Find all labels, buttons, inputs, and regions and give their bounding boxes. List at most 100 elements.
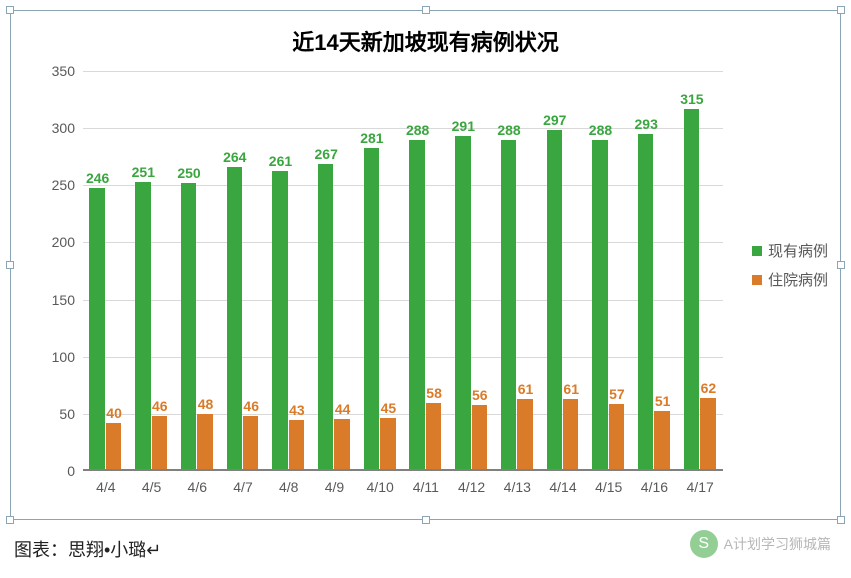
plot-area: 0501001502002503003504/4246404/5251464/6… <box>83 71 723 471</box>
y-tick-label: 200 <box>15 234 75 250</box>
bar-value-label: 251 <box>123 164 163 180</box>
chart-caption: 图表：思翔•小璐↵ <box>14 536 161 562</box>
bar-value-label: 315 <box>672 91 712 107</box>
bar <box>684 109 699 469</box>
bar <box>135 182 150 469</box>
bar <box>592 140 607 469</box>
bar <box>106 423 121 469</box>
legend-swatch <box>752 275 762 285</box>
legend-item: 住院病例 <box>752 269 828 290</box>
bar-value-label: 297 <box>535 112 575 128</box>
gridline <box>83 185 723 186</box>
y-tick-label: 150 <box>15 292 75 308</box>
bar <box>318 164 333 469</box>
x-tick-label: 4/10 <box>357 479 403 495</box>
gridline <box>83 71 723 72</box>
x-tick-label: 4/4 <box>83 479 129 495</box>
resize-handle[interactable] <box>837 516 845 524</box>
resize-handle[interactable] <box>837 6 845 14</box>
bar <box>501 140 516 469</box>
resize-handle[interactable] <box>6 261 14 269</box>
bar <box>563 399 578 469</box>
resize-handle[interactable] <box>6 6 14 14</box>
bar-value-label: 46 <box>140 398 180 414</box>
bar-value-label: 45 <box>368 400 408 416</box>
x-tick-label: 4/13 <box>494 479 540 495</box>
resize-handle[interactable] <box>837 261 845 269</box>
bar-value-label: 288 <box>580 122 620 138</box>
bar-value-label: 246 <box>78 170 118 186</box>
x-tick-label: 4/17 <box>677 479 723 495</box>
bar <box>409 140 424 469</box>
bar <box>380 418 395 469</box>
bar-value-label: 288 <box>489 122 529 138</box>
bar-value-label: 44 <box>323 401 363 417</box>
y-tick-label: 0 <box>15 463 75 479</box>
bar <box>609 404 624 469</box>
bar-value-label: 48 <box>186 396 226 412</box>
bar-value-label: 264 <box>215 149 255 165</box>
x-tick-label: 4/8 <box>266 479 312 495</box>
bar <box>243 416 258 469</box>
watermark-text: A计划学习狮城篇 <box>724 534 831 554</box>
chart-frame: 近14天新加坡现有病例状况 0 50 100 150 200 250 300 350 4/4 24… <box>10 10 841 520</box>
chart-title: 近14天新加坡现有病例状况 <box>11 25 840 57</box>
bar-value-label: 61 <box>506 381 546 397</box>
bar <box>89 188 104 469</box>
resize-handle[interactable] <box>422 6 430 14</box>
bar-value-label: 61 <box>551 381 591 397</box>
bar-value-label: 62 <box>688 380 728 396</box>
resize-handle[interactable] <box>6 516 14 524</box>
bar <box>289 420 304 469</box>
bar-value-label: 250 <box>169 165 209 181</box>
bar <box>152 416 167 469</box>
y-tick-label: 100 <box>15 349 75 365</box>
gridline <box>83 357 723 358</box>
bar <box>272 171 287 469</box>
legend-swatch <box>752 246 762 256</box>
y-tick-label: 300 <box>15 120 75 136</box>
x-tick-label: 4/6 <box>174 479 220 495</box>
legend-label: 现有病例 <box>768 240 828 261</box>
bar <box>638 134 653 469</box>
legend-item: 现有病例 <box>752 240 828 261</box>
bar <box>181 183 196 469</box>
y-tick-label: 50 <box>15 406 75 422</box>
x-tick-label: 4/16 <box>631 479 677 495</box>
x-tick-label: 4/11 <box>403 479 449 495</box>
x-tick-label: 4/12 <box>449 479 495 495</box>
watermark: S A计划学习狮城篇 <box>690 530 831 558</box>
gridline <box>83 242 723 243</box>
bar-value-label: 267 <box>306 146 346 162</box>
bar <box>426 403 441 469</box>
bar-value-label: 281 <box>352 130 392 146</box>
x-tick-label: 4/9 <box>311 479 357 495</box>
bar-value-label: 288 <box>398 122 438 138</box>
bar-value-label: 51 <box>643 393 683 409</box>
bar-value-label: 58 <box>414 385 454 401</box>
bar-value-label: 40 <box>94 405 134 421</box>
gridline <box>83 300 723 301</box>
bar-value-label: 46 <box>231 398 271 414</box>
bar-value-label: 291 <box>443 118 483 134</box>
bar <box>334 419 349 469</box>
y-tick-label: 250 <box>15 177 75 193</box>
resize-handle[interactable] <box>422 516 430 524</box>
y-tick-label: 350 <box>15 63 75 79</box>
bar-value-label: 56 <box>460 387 500 403</box>
bar <box>364 148 379 469</box>
bar <box>197 414 212 469</box>
bar <box>700 398 715 469</box>
bar <box>547 130 562 469</box>
bar-value-label: 293 <box>626 116 666 132</box>
x-tick-label: 4/14 <box>540 479 586 495</box>
bar-value-label: 43 <box>277 402 317 418</box>
bar-value-label: 57 <box>597 386 637 402</box>
bar <box>472 405 487 469</box>
bar <box>517 399 532 469</box>
x-tick-label: 4/15 <box>586 479 632 495</box>
bar <box>455 136 470 469</box>
watermark-icon: S <box>690 530 718 558</box>
bar <box>654 411 669 469</box>
legend: 现有病例住院病例 <box>752 232 828 298</box>
